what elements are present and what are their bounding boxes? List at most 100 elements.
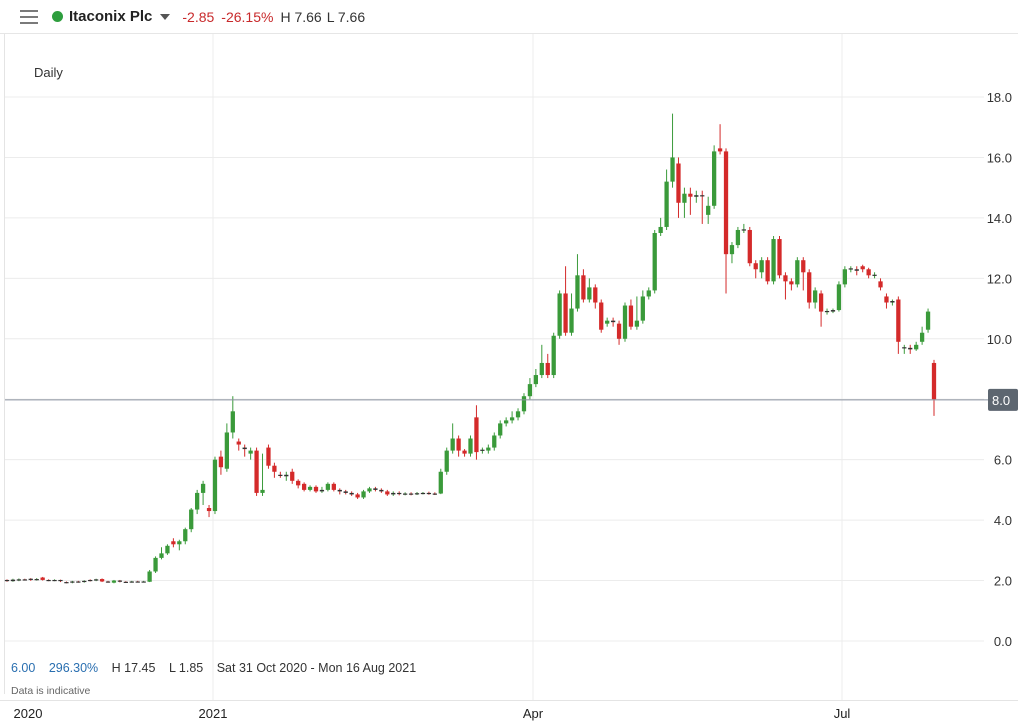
candle-body bbox=[581, 275, 586, 300]
candle-body bbox=[260, 489, 265, 493]
y-tick-label: 18.0 bbox=[987, 90, 1012, 105]
current-price-label: 8.0 bbox=[992, 393, 1010, 408]
candle-body bbox=[153, 557, 158, 572]
candle-body bbox=[605, 320, 610, 324]
candle-body bbox=[468, 438, 473, 454]
candle-body bbox=[902, 347, 907, 349]
info-row: 6.00 296.30% H 17.45 L 1.85 Sat 31 Oct 2… bbox=[11, 661, 426, 675]
candle-body bbox=[616, 323, 622, 339]
y-tick-label: 4.0 bbox=[994, 513, 1012, 528]
price-change-percent: -26.15% bbox=[221, 8, 274, 25]
price-change: -2.85 bbox=[182, 8, 215, 25]
candle-body bbox=[801, 260, 806, 273]
candle-body bbox=[521, 396, 527, 412]
candle-body bbox=[563, 293, 568, 333]
instrument-name[interactable]: Itaconix Plc bbox=[69, 8, 153, 25]
candle-body bbox=[729, 245, 735, 255]
x-tick-label: Apr bbox=[523, 706, 544, 721]
x-tick-label: Jul bbox=[834, 706, 851, 721]
candle-body bbox=[747, 229, 752, 264]
candle-body bbox=[836, 284, 842, 311]
y-tick-label: 16.0 bbox=[987, 150, 1012, 165]
candle-body bbox=[408, 493, 414, 495]
candle-body bbox=[325, 483, 331, 490]
candle-body bbox=[379, 489, 384, 492]
candle-body bbox=[284, 474, 289, 477]
candle-body bbox=[76, 581, 81, 583]
candle-body bbox=[824, 310, 830, 313]
candle-body bbox=[242, 447, 247, 450]
candle-body bbox=[670, 157, 675, 182]
candle-body bbox=[741, 229, 746, 231]
candle-body bbox=[218, 456, 224, 468]
candle-body bbox=[789, 281, 794, 285]
candle-body bbox=[486, 447, 491, 451]
candle-body bbox=[818, 293, 824, 312]
candle-body bbox=[420, 492, 426, 495]
candle-body bbox=[58, 579, 63, 582]
candle-body bbox=[301, 483, 307, 490]
info-last: 6.00 bbox=[11, 661, 36, 675]
menu-icon[interactable] bbox=[20, 9, 38, 24]
candle-body bbox=[771, 239, 776, 282]
candle-body bbox=[111, 580, 117, 583]
candle-body bbox=[212, 459, 218, 512]
candle-body bbox=[813, 290, 818, 303]
candle-body bbox=[854, 269, 859, 271]
chevron-down-icon[interactable] bbox=[160, 13, 171, 20]
candle-body bbox=[28, 578, 33, 580]
candle-body bbox=[426, 492, 432, 495]
candle-body bbox=[367, 488, 372, 492]
candle-body bbox=[373, 488, 378, 490]
candle-body bbox=[349, 492, 354, 495]
chart-area[interactable] bbox=[4, 34, 1018, 694]
candle-body bbox=[545, 362, 550, 376]
candle-body bbox=[117, 580, 123, 582]
candle-body bbox=[664, 181, 669, 227]
candle-body bbox=[646, 290, 651, 297]
candle-body bbox=[860, 266, 865, 270]
candle-body bbox=[123, 581, 128, 583]
market-status-icon bbox=[52, 11, 63, 22]
candle-body bbox=[711, 151, 717, 206]
candle-body bbox=[414, 493, 420, 495]
candle-body bbox=[46, 579, 51, 582]
candle-body bbox=[361, 491, 366, 498]
candle-body bbox=[480, 449, 485, 451]
period-label[interactable]: Daily bbox=[34, 65, 63, 80]
y-tick-label: 0.0 bbox=[994, 634, 1012, 649]
candle-body bbox=[456, 438, 461, 451]
candle-body bbox=[498, 423, 503, 436]
y-tick-label: 6.0 bbox=[994, 453, 1012, 468]
candle-body bbox=[587, 287, 592, 300]
candle-body bbox=[652, 233, 657, 291]
candle-body bbox=[135, 581, 140, 583]
candle-body bbox=[313, 486, 319, 492]
candle-body bbox=[919, 332, 925, 342]
candle-body bbox=[884, 296, 889, 303]
candle-body bbox=[462, 450, 467, 454]
y-tick-label: 2.0 bbox=[994, 574, 1012, 589]
candle-body bbox=[925, 311, 931, 330]
candle-body bbox=[355, 494, 360, 498]
candle-body bbox=[515, 411, 521, 418]
x-axis bbox=[0, 700, 1018, 728]
candle-body bbox=[278, 474, 283, 476]
candle-body bbox=[539, 362, 544, 376]
x-tick-label: 2021 bbox=[199, 706, 228, 721]
candle-body bbox=[272, 465, 277, 472]
info-change-percent: 296.30% bbox=[48, 661, 99, 675]
candle-body bbox=[4, 579, 10, 582]
candle-body bbox=[795, 260, 800, 285]
y-tick-label: 12.0 bbox=[987, 271, 1012, 286]
candle-body bbox=[735, 229, 741, 246]
candle-body bbox=[82, 580, 87, 583]
instrument-header: Itaconix Plc -2.85 -26.15% H 7.66 L 7.66 bbox=[0, 0, 1018, 34]
session-high: H 7.66 bbox=[280, 8, 322, 25]
candle-body bbox=[700, 195, 705, 197]
candle-body bbox=[527, 384, 533, 397]
candle-body bbox=[331, 483, 336, 490]
candle-body bbox=[391, 492, 396, 495]
candle-body bbox=[290, 471, 295, 481]
